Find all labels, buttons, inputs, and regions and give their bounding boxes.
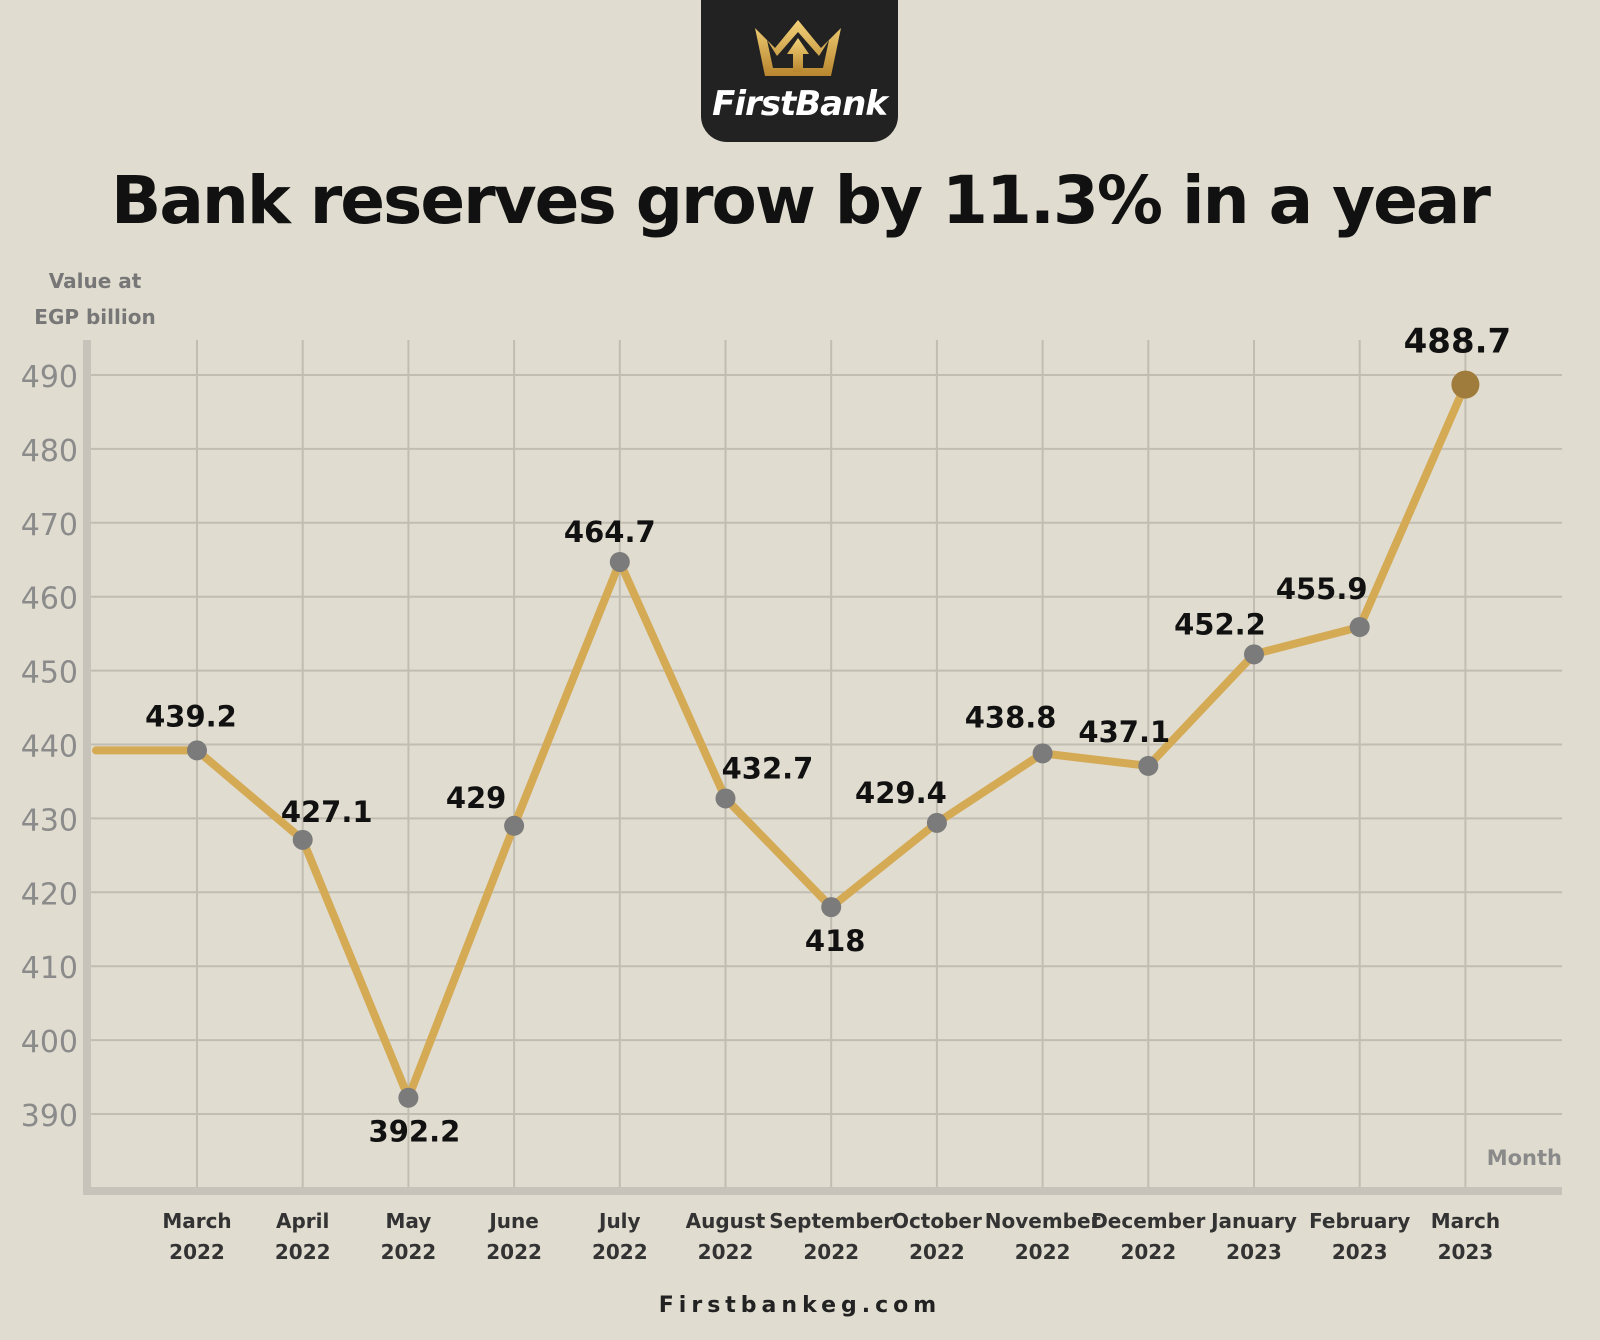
- x-tick-label: October 2022: [892, 1209, 982, 1264]
- data-point: [715, 788, 736, 809]
- data-point: [609, 551, 630, 572]
- data-label: 429: [446, 781, 507, 815]
- y-tick-label: 460: [21, 582, 78, 617]
- x-tick-label: February 2023: [1309, 1209, 1410, 1264]
- data-point: [1138, 755, 1159, 776]
- data-label: 464.7: [564, 515, 656, 549]
- data-point: [1451, 370, 1480, 399]
- data-label: 488.7: [1404, 322, 1512, 362]
- y-tick-label: 480: [21, 434, 78, 469]
- chart-title: Bank reserves grow by 11.3% in a year: [111, 162, 1491, 239]
- y-tick-label: 470: [21, 508, 78, 543]
- brand-logo: FirstBank: [701, 0, 898, 142]
- data-point: [821, 897, 842, 918]
- data-point: [926, 812, 947, 833]
- data-label: 438.8: [965, 700, 1057, 734]
- data-label: 432.7: [722, 751, 814, 785]
- data-point: [398, 1087, 419, 1108]
- y-tick-label: 430: [21, 803, 78, 838]
- crown-icon: [755, 20, 841, 76]
- y-tick-label: 490: [21, 360, 78, 395]
- data-point: [1032, 743, 1053, 764]
- data-point: [292, 829, 313, 850]
- data-label: 392.2: [369, 1115, 461, 1149]
- x-tick-label: April 2022: [275, 1209, 331, 1264]
- y-tick-label: 440: [21, 730, 78, 765]
- line-chart: 390 400 410 420 430 440 450 460 470 480 490 Month Ma…: [21, 322, 1562, 1264]
- y-axis-label: Value at EGP billion: [34, 269, 156, 329]
- data-point: [1349, 616, 1370, 637]
- brand-name: FirstBank: [712, 84, 888, 124]
- data-label: 418: [805, 924, 866, 958]
- y-tick-label: 410: [21, 951, 78, 986]
- x-tick-label: December 2022: [1091, 1209, 1205, 1264]
- x-tick-label: July 2022: [592, 1209, 648, 1264]
- data-label: 429.4: [855, 776, 947, 810]
- data-label: 439.2: [145, 699, 237, 733]
- x-tick-label: January 2023: [1209, 1209, 1297, 1264]
- x-tick-label: November 2022: [985, 1209, 1101, 1264]
- data-label: 455.9: [1276, 572, 1368, 606]
- y-tick-label: 400: [21, 1025, 78, 1060]
- x-tick-label: March 2022: [162, 1209, 231, 1264]
- data-point: [187, 740, 207, 761]
- series-line: [92, 380, 1470, 1102]
- x-tick-label: June 2022: [486, 1209, 542, 1264]
- y-tick-label: 390: [21, 1099, 78, 1134]
- data-label: 427.1: [281, 795, 373, 829]
- x-tick-label: August 2022: [686, 1209, 766, 1264]
- y-tick-label: 420: [21, 877, 78, 912]
- x-axis-title: Month: [1487, 1146, 1562, 1170]
- x-tick-label: September 2022: [769, 1209, 893, 1264]
- data-point: [504, 815, 525, 836]
- x-tick-label: March 2023: [1431, 1209, 1500, 1264]
- website-link[interactable]: Firstbankeg.com: [658, 1293, 942, 1318]
- y-tick-label: 450: [21, 656, 78, 691]
- data-label: 437.1: [1078, 715, 1170, 749]
- x-tick-label: May 2022: [381, 1209, 437, 1264]
- data-point: [1244, 644, 1264, 665]
- data-label: 452.2: [1174, 607, 1266, 641]
- x-axis-line: [83, 1187, 1562, 1195]
- y-axis-line: [83, 340, 91, 1191]
